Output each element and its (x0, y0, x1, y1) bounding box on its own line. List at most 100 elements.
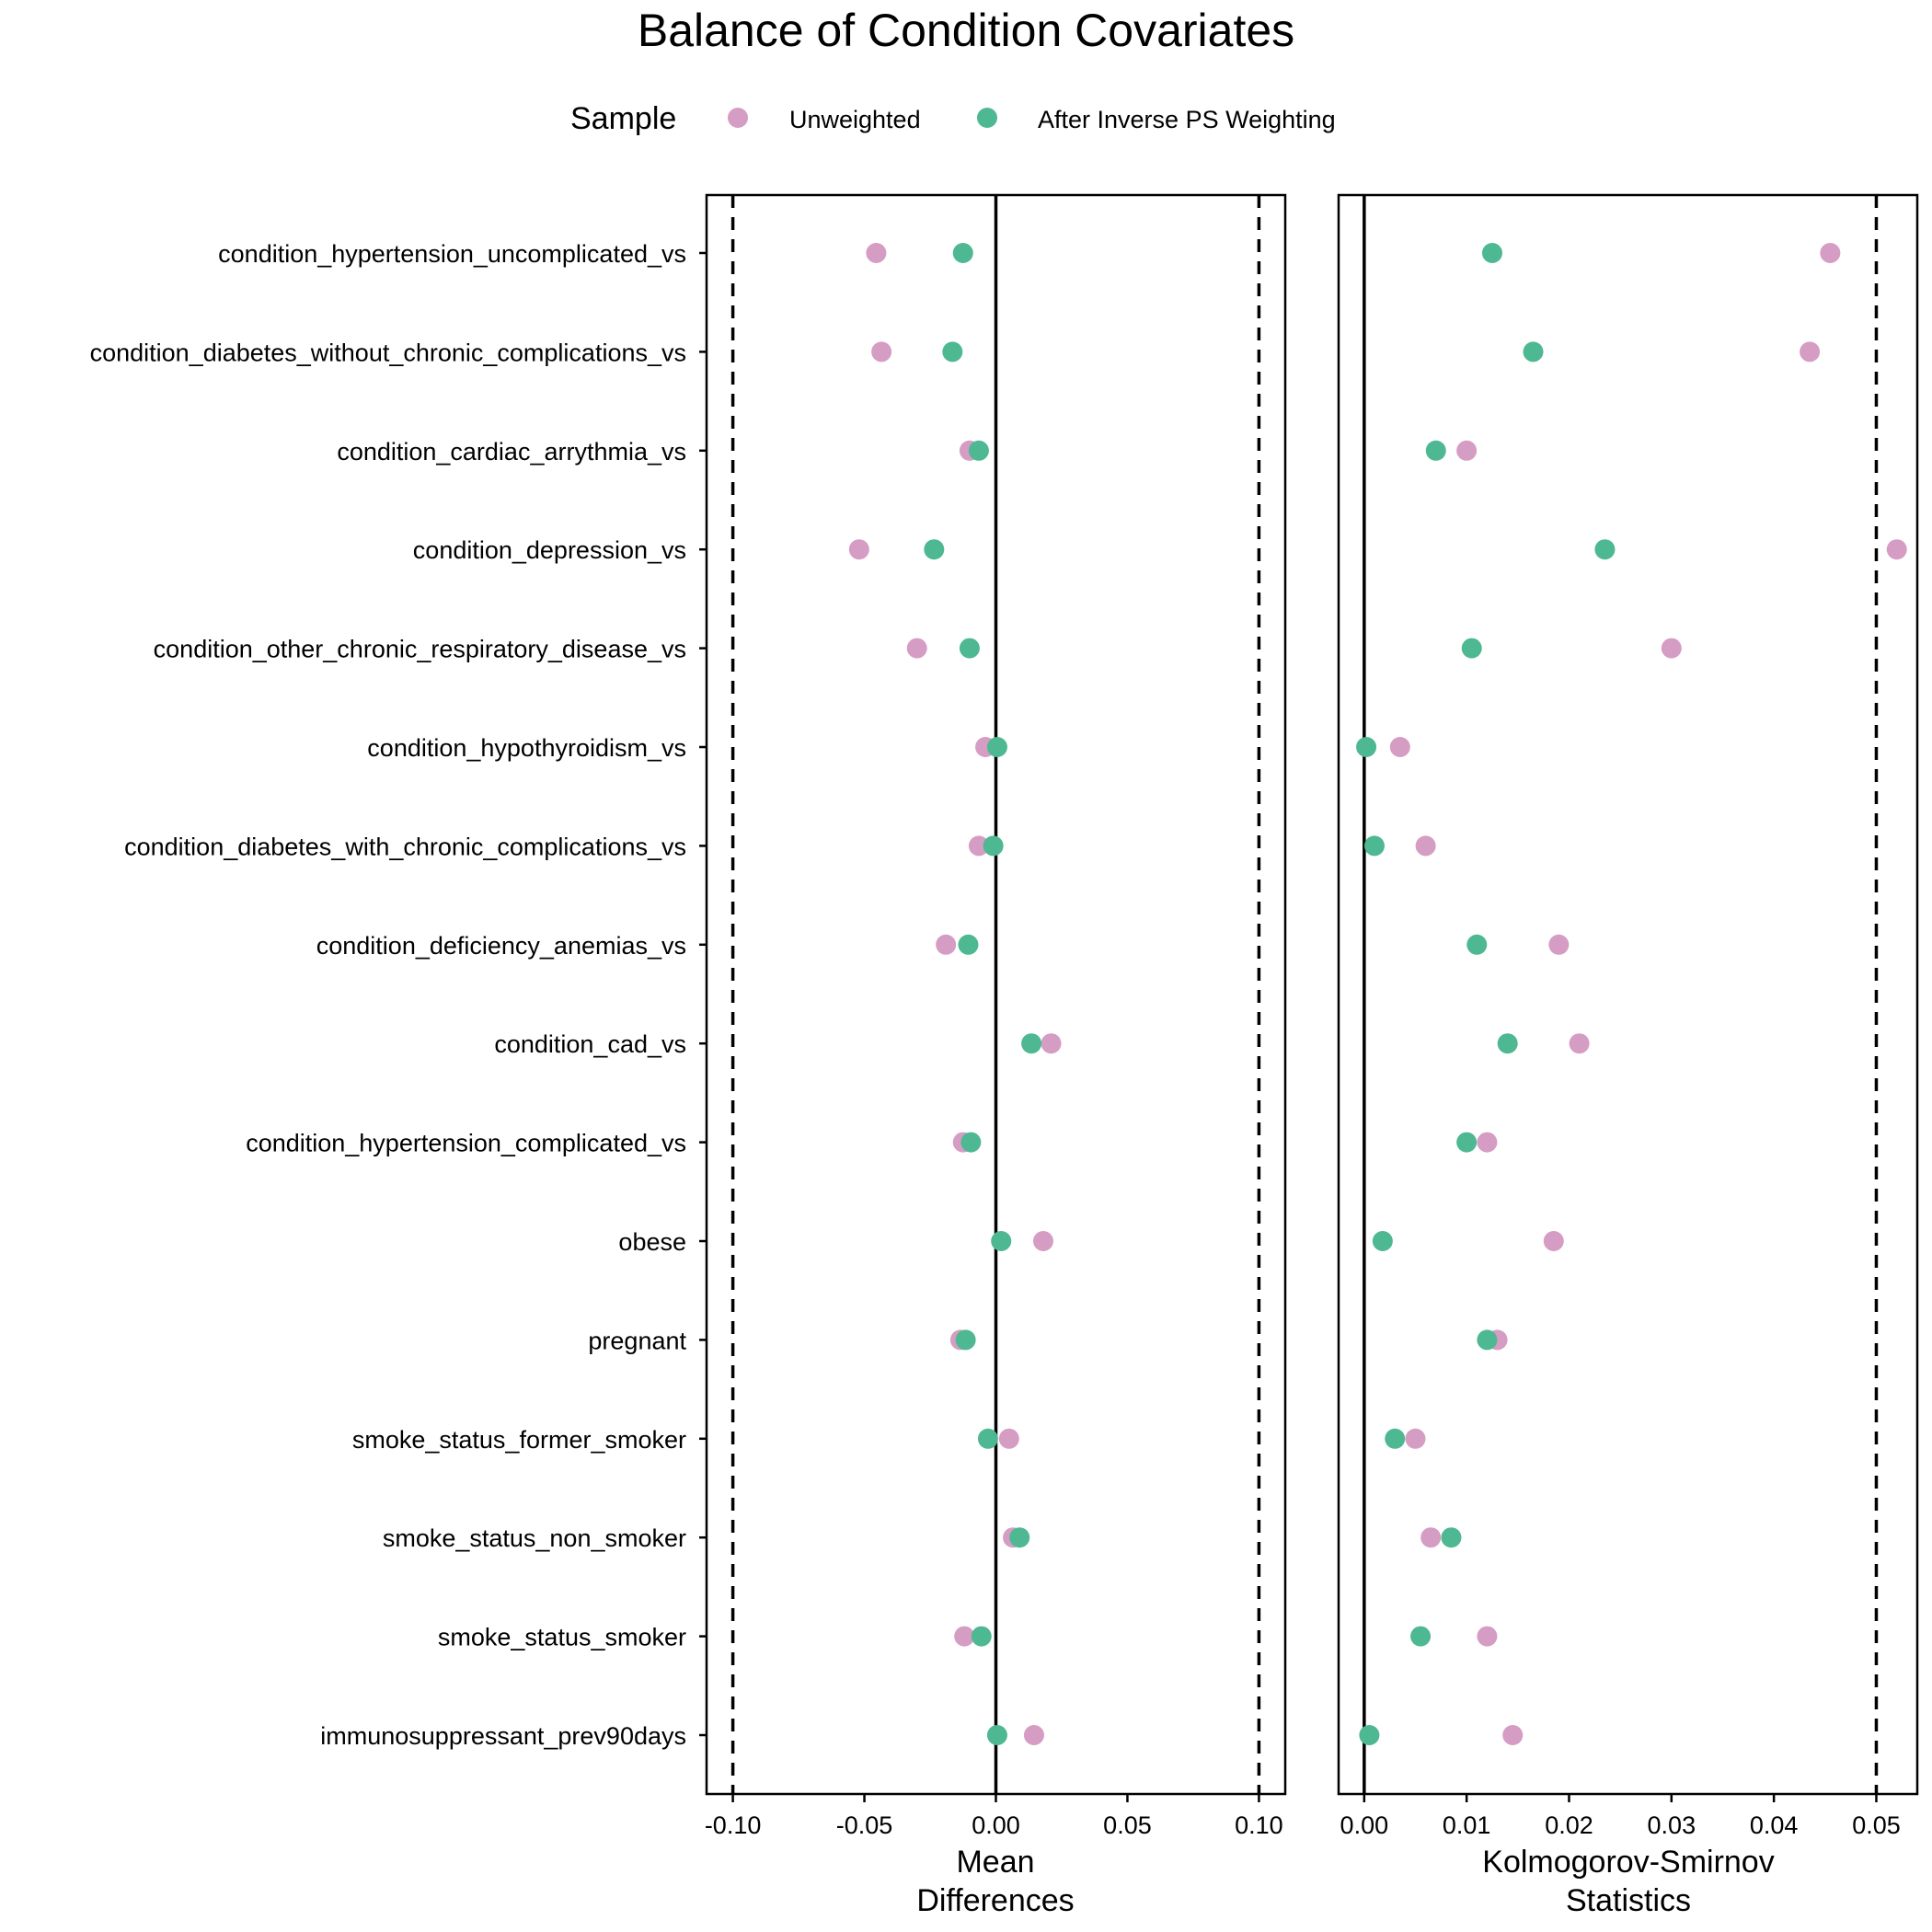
point-after-inverse-ps-weighting-condition-deficiency-anemias-vs (958, 934, 979, 955)
point-unweighted-immunosuppressant-prev90days (1502, 1725, 1524, 1745)
point-after-inverse-ps-weighting-obese (991, 1231, 1012, 1251)
y-tick-label: smoke_status_former_smoker (352, 1426, 686, 1454)
point-after-inverse-ps-weighting-condition-hypertension-uncomplicated-vs (952, 243, 973, 263)
point-after-inverse-ps-weighting-condition-hypertension-complicated-vs (1456, 1132, 1478, 1153)
point-after-inverse-ps-weighting-condition-deficiency-anemias-vs (1466, 934, 1488, 955)
point-after-inverse-ps-weighting-condition-diabetes-without-chronic-complications-vs (942, 341, 963, 362)
y-tick-label: condition_cardiac_arrythmia_vs (337, 438, 686, 466)
point-after-inverse-ps-weighting-smoke-status-non-smoker (1441, 1527, 1462, 1548)
chart-title: Balance of Condition Covariates (638, 5, 1294, 56)
point-after-inverse-ps-weighting-obese (1372, 1231, 1393, 1251)
point-unweighted-smoke-status-smoker (1477, 1626, 1498, 1647)
x-tick-label: 0.04 (1750, 1811, 1799, 1839)
point-after-inverse-ps-weighting-condition-diabetes-with-chronic-complications-vs (1363, 835, 1385, 857)
point-after-inverse-ps-weighting-smoke-status-smoker (1410, 1626, 1432, 1647)
y-tick-label: condition_diabetes_with_chronic_complica… (124, 833, 686, 860)
point-after-inverse-ps-weighting-pregnant (1477, 1329, 1498, 1351)
x-tick-label: 0.00 (1340, 1811, 1389, 1839)
x-tick-label: 0.02 (1545, 1811, 1593, 1839)
point-after-inverse-ps-weighting-condition-hypothyroidism-vs (986, 737, 1007, 757)
ks-statistics-panel: 0.00 0.01 0.02 0.03 0.04 0.05 Kolmogorov-Smir… (1337, 193, 1919, 1918)
point-unweighted-condition-depression-vs (1886, 539, 1907, 560)
reference-lines (730, 195, 1261, 1794)
point-unweighted-condition-diabetes-with-chronic-complications-vs (968, 835, 989, 857)
x-ticks: -0.10 -0.05 0.00 0.05 0.10 (705, 1794, 1283, 1839)
reference-lines (1363, 195, 1879, 1794)
point-after-inverse-ps-weighting-condition-hypertension-uncomplicated-vs (1481, 243, 1502, 263)
point-unweighted-condition-hypothyroidism-vs (1389, 737, 1410, 757)
point-unweighted-smoke-status-smoker (954, 1626, 975, 1647)
y-tick-label: smoke_status_non_smoker (383, 1524, 686, 1552)
point-after-inverse-ps-weighting-immunosuppressant-prev90days (986, 1725, 1007, 1745)
y-tick-label: condition_depression_vs (413, 536, 686, 564)
x-tick-label: 0.01 (1443, 1811, 1491, 1839)
x-tick-label: 0.05 (1103, 1811, 1152, 1839)
y-tick-label: condition_cad_vs (494, 1030, 686, 1058)
point-unweighted-condition-cad-vs (1041, 1033, 1062, 1054)
point-after-inverse-ps-weighting-condition-depression-vs (924, 539, 945, 560)
point-unweighted-smoke-status-non-smoker (1420, 1527, 1442, 1548)
y-tick-label: smoke_status_smoker (438, 1624, 686, 1651)
y-tick-label: condition_hypothyroidism_vs (367, 734, 686, 762)
legend-label-weighted: After Inverse PS Weighting (1038, 106, 1336, 133)
point-after-inverse-ps-weighting-smoke-status-non-smoker (1009, 1527, 1030, 1548)
point-after-inverse-ps-weighting-condition-cad-vs (1497, 1033, 1518, 1054)
point-unweighted-condition-depression-vs (848, 539, 869, 560)
y-tick-label: condition_other_chronic_respiratory_dise… (154, 636, 686, 663)
point-unweighted-condition-other-chronic-respiratory-disease-vs (1661, 638, 1682, 659)
point-unweighted-condition-diabetes-without-chronic-complications-vs (1800, 341, 1821, 362)
point-after-inverse-ps-weighting-smoke-status-former-smoker (1385, 1428, 1406, 1449)
point-unweighted-smoke-status-former-smoker (998, 1428, 1019, 1449)
point-after-inverse-ps-weighting-condition-hypertension-complicated-vs (960, 1132, 982, 1153)
y-tick-label: condition_hypertension_complicated_vs (246, 1130, 686, 1157)
point-after-inverse-ps-weighting-condition-other-chronic-respiratory-disease-vs (959, 638, 980, 659)
point-after-inverse-ps-weighting-condition-cardiac-arrythmia-vs (968, 440, 989, 461)
point-unweighted-condition-cad-vs (1569, 1033, 1590, 1054)
y-axis-labels: condition_hypertension_uncomplicated_vsc… (90, 240, 707, 1750)
x-ticks: 0.00 0.01 0.02 0.03 0.04 0.05 (1340, 1794, 1901, 1839)
mean-differences-panel: -0.10 -0.05 0.00 0.05 0.10 Mean Differences (705, 193, 1287, 1918)
point-unweighted-condition-other-chronic-respiratory-disease-vs (906, 638, 927, 659)
point-unweighted-condition-hypertension-uncomplicated-vs (866, 243, 887, 263)
point-unweighted-condition-diabetes-with-chronic-complications-vs (1415, 835, 1436, 857)
x-tick-label: -0.10 (705, 1811, 762, 1839)
point-unweighted-smoke-status-former-smoker (1405, 1428, 1426, 1449)
x-axis-label-line1: Mean (956, 1845, 1034, 1880)
x-axis-label-line1: Kolmogorov-Smirnov (1482, 1845, 1774, 1880)
y-tick-label: obese (618, 1228, 686, 1256)
point-after-inverse-ps-weighting-condition-other-chronic-respiratory-disease-vs (1461, 638, 1482, 659)
x-tick-label: 0.05 (1852, 1811, 1901, 1839)
point-after-inverse-ps-weighting-smoke-status-former-smoker (977, 1428, 998, 1449)
x-axis-label-line2: Differences (916, 1883, 1074, 1918)
point-unweighted-immunosuppressant-prev90days (1023, 1725, 1044, 1745)
point-unweighted-condition-hypertension-uncomplicated-vs (1820, 243, 1841, 263)
y-tick-label: condition_deficiency_anemias_vs (316, 932, 686, 960)
point-after-inverse-ps-weighting-condition-depression-vs (1594, 539, 1616, 560)
point-after-inverse-ps-weighting-pregnant (955, 1329, 976, 1351)
legend-marker-unweighted (728, 108, 748, 128)
point-unweighted-condition-hypertension-complicated-vs (1477, 1132, 1498, 1153)
x-tick-label: 0.00 (972, 1811, 1020, 1839)
point-after-inverse-ps-weighting-condition-diabetes-without-chronic-complications-vs (1523, 341, 1544, 362)
data-points (848, 243, 1062, 1745)
legend: Sample Unweighted After Inverse PS Weigh… (570, 101, 1336, 136)
point-after-inverse-ps-weighting-condition-cad-vs (1021, 1033, 1042, 1054)
x-tick-label: 0.10 (1235, 1811, 1283, 1839)
point-unweighted-condition-diabetes-without-chronic-complications-vs (871, 341, 892, 362)
legend-label-unweighted: Unweighted (789, 106, 921, 133)
x-axis-label-line2: Statistics (1566, 1883, 1691, 1918)
x-tick-label: -0.05 (836, 1811, 893, 1839)
point-after-inverse-ps-weighting-smoke-status-smoker (971, 1626, 992, 1647)
point-unweighted-obese (1032, 1231, 1053, 1251)
point-unweighted-condition-cardiac-arrythmia-vs (1456, 440, 1478, 461)
point-unweighted-obese (1543, 1231, 1564, 1251)
legend-marker-weighted (977, 108, 997, 128)
point-after-inverse-ps-weighting-condition-diabetes-with-chronic-complications-vs (983, 835, 1004, 857)
point-after-inverse-ps-weighting-condition-cardiac-arrythmia-vs (1425, 440, 1446, 461)
panel-frame (1337, 193, 1919, 1796)
y-tick-label: pregnant (588, 1327, 686, 1354)
y-tick-label: immunosuppressant_prev90days (320, 1722, 686, 1750)
legend-title: Sample (570, 101, 676, 136)
point-unweighted-condition-deficiency-anemias-vs (1548, 934, 1570, 955)
